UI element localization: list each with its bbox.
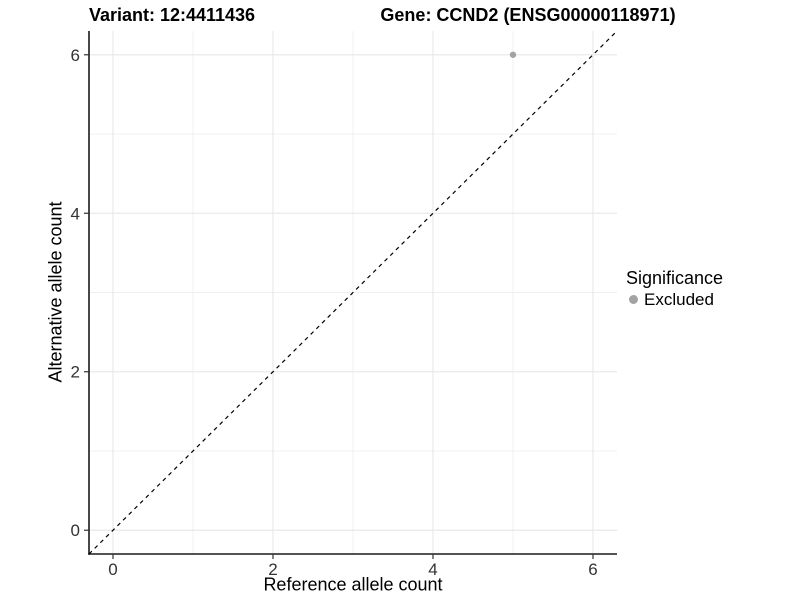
data-point	[509, 51, 517, 58]
y-axis-title: Alternative allele count	[45, 201, 66, 383]
plot-title-gene: Gene: CCND2 (ENSG00000118971)	[380, 5, 676, 25]
x-tick-label: 0	[108, 560, 117, 579]
x-axis-title: Reference allele count	[263, 574, 443, 595]
legend-item-label: Excluded	[644, 290, 714, 309]
y-tick-label: 4	[71, 204, 80, 223]
y-tick-label: 0	[71, 521, 80, 540]
legend: Significance Excluded	[626, 268, 723, 310]
x-tick-label: 4	[428, 560, 437, 579]
legend-item: Excluded	[626, 289, 723, 310]
plot-title-variant: Variant: 12:4411436	[88, 5, 256, 25]
y-tick-label: 2	[71, 363, 80, 382]
x-tick-label: 6	[588, 560, 597, 579]
legend-items: Excluded	[626, 289, 723, 310]
legend-key-dot-icon	[629, 295, 638, 304]
x-tick-label: 2	[268, 560, 277, 579]
y-tick-label: 6	[71, 46, 80, 65]
legend-title: Significance	[626, 268, 724, 288]
identity-reference-line	[88, 30, 618, 555]
